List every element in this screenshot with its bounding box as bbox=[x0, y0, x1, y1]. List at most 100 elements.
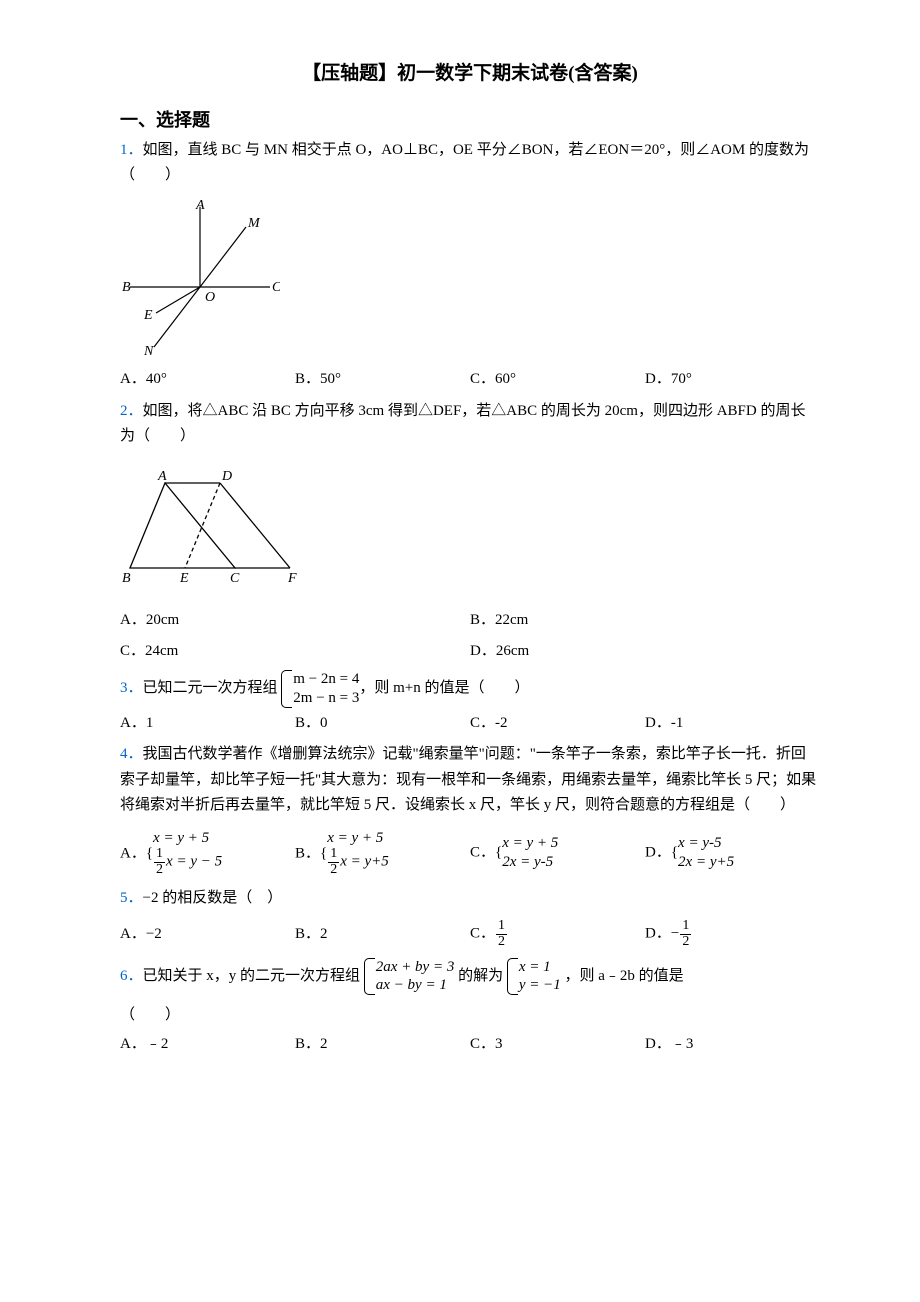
q1-text: 1．如图，直线 BC 与 MN 相交于点 O，AO⊥BC，OE 平分∠BON，若… bbox=[120, 138, 820, 189]
q4-text: 4．我国古代数学著作《增删算法统宗》记载"绳索量竿"问题："一条竿子一条索，索比… bbox=[120, 742, 820, 819]
q3-eq1: m − 2n = 4 bbox=[293, 670, 359, 689]
q4d-eq2: 2x = y+5 bbox=[678, 853, 734, 872]
q3-opt-c: C．-2 bbox=[470, 712, 645, 735]
q2-options-row1: A．20cm B．22cm bbox=[120, 609, 820, 632]
q1-label-B: B bbox=[122, 280, 131, 295]
q1-label-C: C bbox=[272, 280, 280, 295]
q4c-label: C． bbox=[470, 845, 495, 861]
q4b-frac-num: 1 bbox=[328, 847, 339, 863]
q2-label-F: F bbox=[287, 571, 297, 586]
q5-options: A．−2 B．2 C．12 D．−12 bbox=[120, 919, 820, 949]
q4a-sys: x = y + 5 12x = y − 5 bbox=[153, 829, 222, 878]
q4-opt-d: D．{ x = y-5 2x = y+5 bbox=[645, 834, 820, 872]
q6-tail: （ ） bbox=[120, 1003, 820, 1029]
q3-post: ，则 m+n 的值是（ ） bbox=[359, 680, 529, 696]
q4c-sys: x = y + 5 2x = y-5 bbox=[502, 834, 558, 872]
q1-body: 如图，直线 BC 与 MN 相交于点 O，AO⊥BC，OE 平分∠BON，若∠E… bbox=[120, 142, 809, 184]
q4b-frac-den: 2 bbox=[328, 863, 339, 878]
q3-system: m − 2n = 4 2m − n = 3 bbox=[281, 670, 359, 708]
q4b-eq2: 12x = y+5 bbox=[327, 847, 389, 877]
q6-opt-a: A．﹣2 bbox=[120, 1033, 295, 1056]
q6-mid: 的解为 bbox=[454, 968, 503, 984]
question-2: 2．如图，将△ABC 沿 BC 方向平移 3cm 得到△DEF，若△ABC 的周… bbox=[120, 399, 820, 663]
q1-opt-d: D．70° bbox=[645, 368, 820, 391]
q5-opt-a: A．−2 bbox=[120, 923, 295, 946]
q3-pre: 已知二元一次方程组 bbox=[143, 680, 278, 696]
q2-options-row2: C．24cm D．26cm bbox=[120, 640, 820, 663]
q5-body: −2 的相反数是（ ） bbox=[143, 890, 283, 906]
q1-label-N: N bbox=[143, 344, 154, 357]
q2-label-E: E bbox=[179, 571, 189, 586]
q3-eq2: 2m − n = 3 bbox=[293, 689, 359, 708]
q2-opt-c: C．24cm bbox=[120, 640, 470, 663]
q4-opt-c: C．{ x = y + 5 2x = y-5 bbox=[470, 834, 645, 872]
q2-figure: A D B E C F bbox=[120, 468, 820, 596]
q2-label-B: B bbox=[122, 571, 131, 586]
question-1: 1．如图，直线 BC 与 MN 相交于点 O，AO⊥BC，OE 平分∠BON，若… bbox=[120, 138, 820, 391]
q2-opt-a: A．20cm bbox=[120, 609, 470, 632]
q4c-eq1: x = y + 5 bbox=[502, 834, 558, 853]
q6-pre: 已知关于 x，y 的二元一次方程组 bbox=[143, 968, 361, 984]
q6-eq2: ax − by = 1 bbox=[376, 976, 455, 995]
q4-opt-b: B．{ x = y + 5 12x = y+5 bbox=[295, 829, 470, 878]
q4b-sys: x = y + 5 12x = y+5 bbox=[327, 829, 389, 878]
q4a-eq1: x = y + 5 bbox=[153, 829, 222, 848]
q5d-den: 2 bbox=[680, 935, 691, 950]
q2-text: 2．如图，将△ABC 沿 BC 方向平移 3cm 得到△DEF，若△ABC 的周… bbox=[120, 399, 820, 450]
q1-options: A．40° B．50° C．60° D．70° bbox=[120, 368, 820, 391]
question-4: 4．我国古代数学著作《增删算法统宗》记载"绳索量竿"问题："一条竿子一条索，索比… bbox=[120, 742, 820, 878]
q2-opt-d: D．26cm bbox=[470, 640, 820, 663]
q1-label-A: A bbox=[195, 198, 205, 213]
q3-opt-d: D．-1 bbox=[645, 712, 820, 735]
q1-label-O: O bbox=[205, 290, 215, 305]
q1-label-M: M bbox=[247, 216, 261, 231]
q6-opt-c: C．3 bbox=[470, 1033, 645, 1056]
q4-num: 4． bbox=[120, 746, 143, 762]
q1-figure: A M B O C E N bbox=[120, 197, 820, 365]
q1-opt-b: B．50° bbox=[295, 368, 470, 391]
q6-options: A．﹣2 B．2 C．3 D．﹣3 bbox=[120, 1033, 820, 1056]
q4-opt-a: A．{ x = y + 5 12x = y − 5 .opt .brace-sy… bbox=[120, 829, 295, 878]
q4a-eq2-rest: x = y − 5 bbox=[166, 854, 222, 870]
q6-opt-d: D．﹣3 bbox=[645, 1033, 820, 1056]
q5d-num: 1 bbox=[680, 919, 691, 935]
q1-opt-c: C．60° bbox=[470, 368, 645, 391]
q5c-num: 1 bbox=[496, 919, 507, 935]
question-5: 5．−2 的相反数是（ ） A．−2 B．2 C．12 D．−12 bbox=[120, 886, 820, 950]
q4-options: A．{ x = y + 5 12x = y − 5 .opt .brace-sy… bbox=[120, 829, 820, 878]
question-6: 6．已知关于 x，y 的二元一次方程组 2ax + by = 3 ax − by… bbox=[120, 958, 820, 1056]
q6-solution: x = 1 y = −1 bbox=[507, 958, 561, 996]
q1-label-E: E bbox=[143, 308, 153, 323]
q6-system: 2ax + by = 3 ax − by = 1 bbox=[364, 958, 455, 996]
section-header-1: 一、选择题 bbox=[120, 107, 820, 134]
q5-num: 5． bbox=[120, 890, 143, 906]
q4c-eq2: 2x = y-5 bbox=[502, 853, 558, 872]
q5c-den: 2 bbox=[496, 935, 507, 950]
q4b-eq1: x = y + 5 bbox=[327, 829, 389, 848]
q6-sol1: x = 1 bbox=[519, 958, 561, 977]
q4-body: 我国古代数学著作《增删算法统宗》记载"绳索量竿"问题："一条竿子一条索，索比竿子… bbox=[120, 746, 816, 813]
q2-label-A: A bbox=[157, 469, 167, 484]
q5d-prefix: − bbox=[671, 926, 679, 942]
q6-post: ，则 a﹣2b 的值是 bbox=[561, 968, 684, 984]
q6-sol2: y = −1 bbox=[519, 976, 561, 995]
q5-opt-c: C．12 bbox=[470, 919, 645, 949]
q2-label-C: C bbox=[230, 571, 240, 586]
q4a-frac-num: 1 bbox=[154, 847, 165, 863]
question-3: 3．已知二元一次方程组 m − 2n = 4 2m − n = 3 ，则 m+n… bbox=[120, 670, 820, 734]
q4b-eq2-rest: x = y+5 bbox=[340, 854, 389, 870]
q5-text: 5．−2 的相反数是（ ） bbox=[120, 886, 820, 912]
q5-opt-d: D．−12 bbox=[645, 919, 820, 949]
q3-opt-a: A．1 bbox=[120, 712, 295, 735]
q4a-brace: { bbox=[146, 845, 153, 861]
q4a-label: A． bbox=[120, 845, 146, 861]
q6-text: 6．已知关于 x，y 的二元一次方程组 2ax + by = 3 ax − by… bbox=[120, 958, 820, 996]
q2-label-D: D bbox=[221, 469, 232, 484]
q4d-brace: { bbox=[671, 845, 678, 861]
q6-opt-b: B．2 bbox=[295, 1033, 470, 1056]
q3-text: 3．已知二元一次方程组 m − 2n = 4 2m − n = 3 ，则 m+n… bbox=[120, 670, 820, 708]
q2-num: 2． bbox=[120, 403, 143, 419]
q4d-label: D． bbox=[645, 845, 671, 861]
q5-opt-b: B．2 bbox=[295, 923, 470, 946]
q4b-label: B． bbox=[295, 845, 320, 861]
